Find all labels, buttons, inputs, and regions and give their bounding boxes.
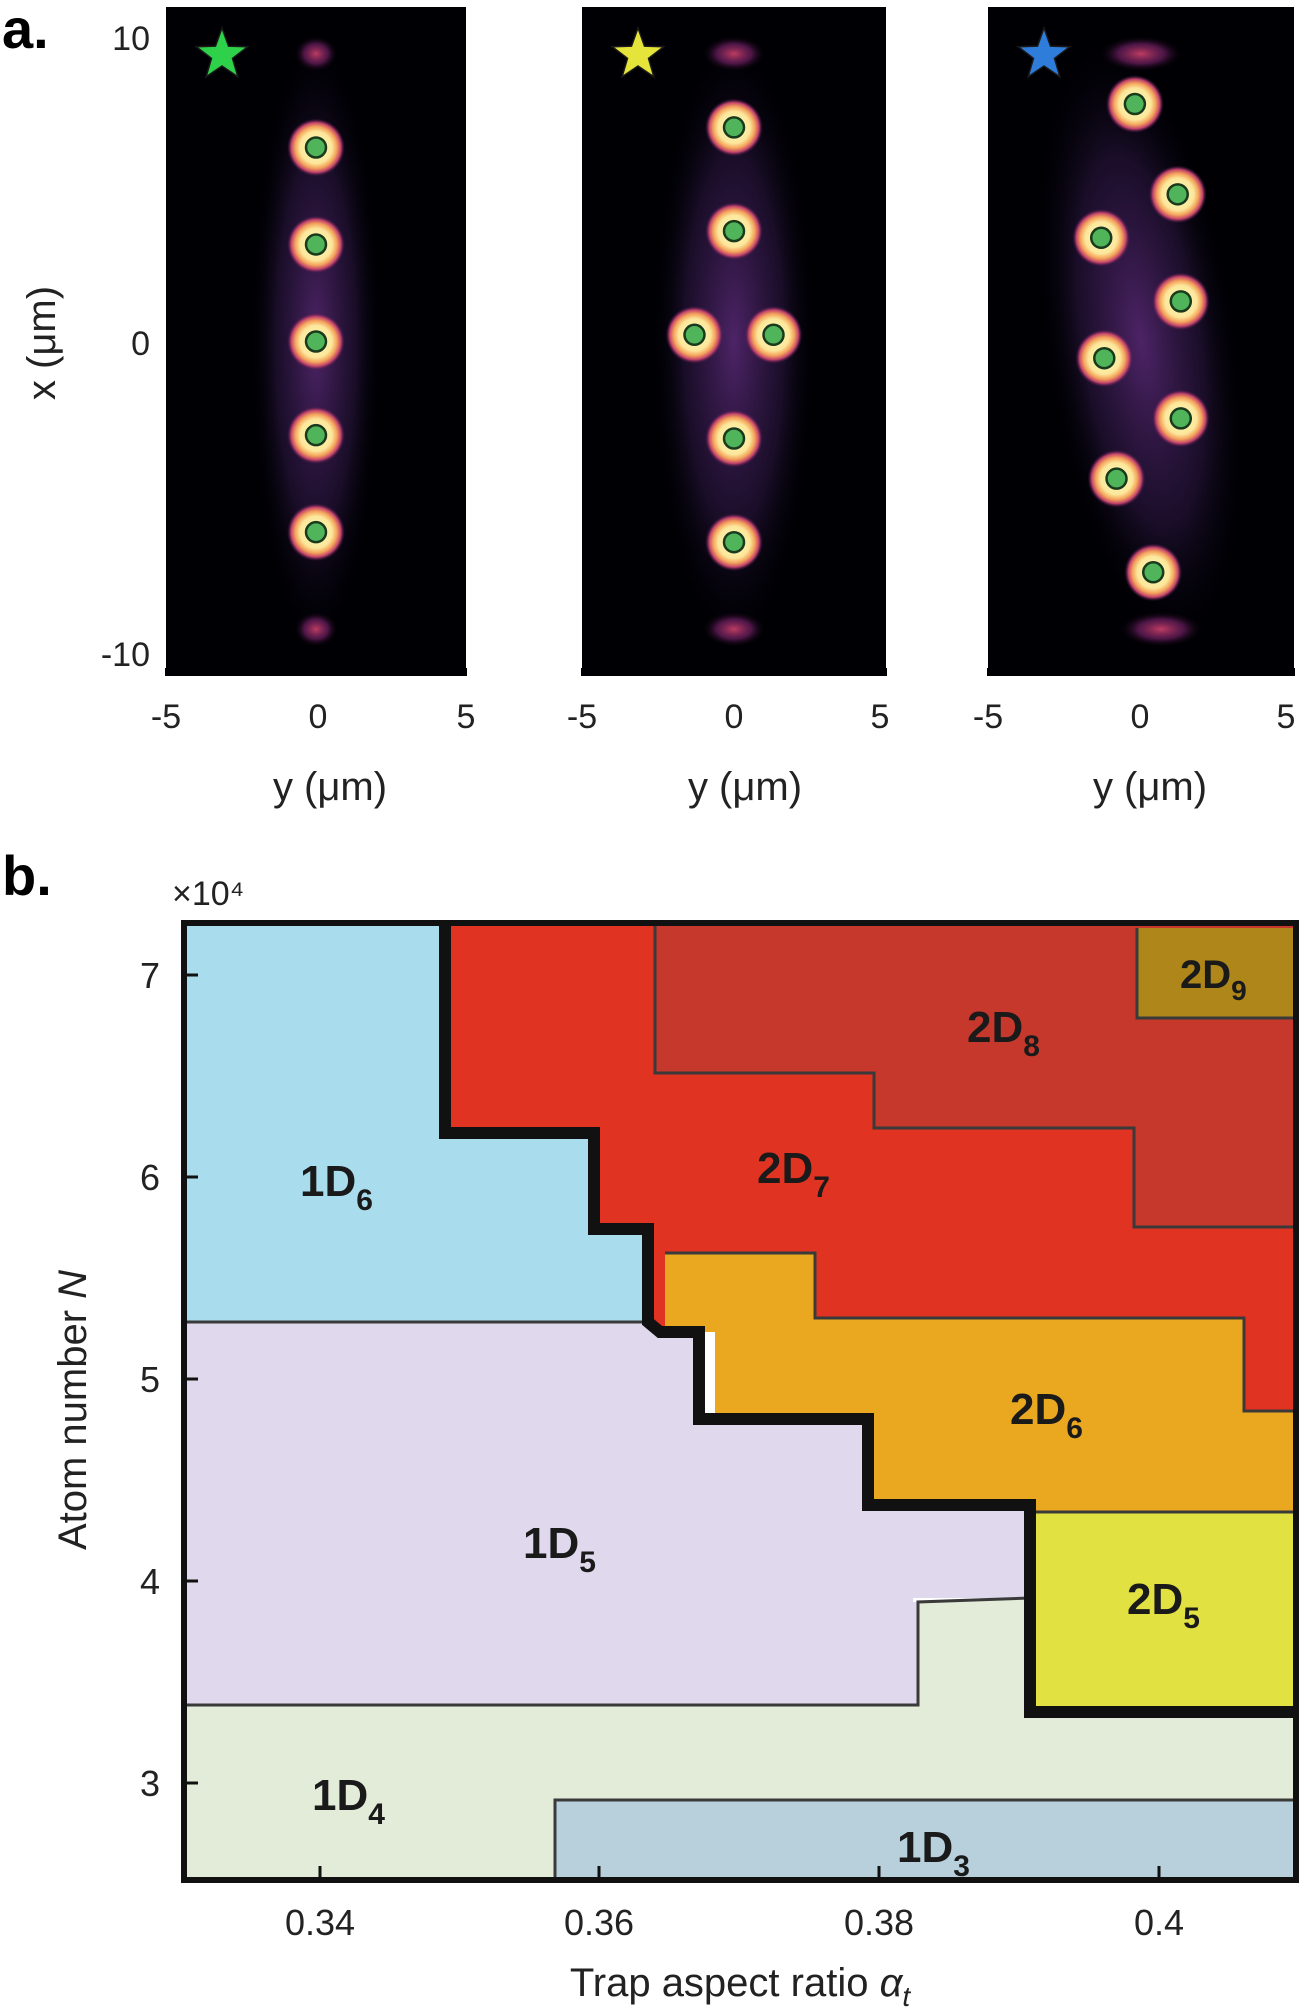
- y-tick-label: 3: [140, 1763, 160, 1804]
- region-label: 2D8: [967, 1003, 1040, 1063]
- x-tick-label: 0.34: [285, 1902, 355, 1943]
- region-fills: [184, 923, 1296, 1880]
- faint-lobe: [1099, 35, 1183, 72]
- droplet-marker: [1105, 467, 1128, 490]
- y-tick-label: -5: [973, 698, 1003, 736]
- droplet-marker: [1089, 226, 1113, 250]
- y-tick-label: 5: [1277, 698, 1296, 736]
- y-axis-label: y (μm): [273, 765, 387, 809]
- droplet-marker: [304, 520, 328, 544]
- region-1D6: [184, 923, 648, 1322]
- x-tick-label: 10: [112, 20, 150, 58]
- region-2D5: [1030, 1512, 1296, 1712]
- subplot-3-xaxis: -5 0 5 y (μm): [973, 698, 1296, 809]
- droplet-marker: [762, 323, 785, 347]
- x-tick-label: 0.4: [1134, 1902, 1184, 1943]
- density-subplot-3: [987, 7, 1295, 676]
- droplet-marker: [722, 219, 746, 243]
- region-1D4: [184, 1598, 1296, 1880]
- region-label: 2D5: [1127, 1575, 1200, 1635]
- droplet-marker: [304, 423, 328, 447]
- y-tick-label: -5: [151, 698, 181, 736]
- panel-a-label: a.: [2, 0, 49, 60]
- y-tick-label: -5: [567, 698, 597, 736]
- panel-a: [165, 7, 1295, 676]
- y-tick-label: 4: [140, 1561, 160, 1602]
- y-scale-exponent: ×10⁴: [172, 875, 244, 913]
- y-axis-label: y (μm): [1093, 765, 1207, 809]
- region-label: 1D6: [300, 1157, 373, 1217]
- tick-marks: [184, 973, 1161, 1880]
- x-tick-labels: 0.34 0.36 0.38 0.4: [285, 1902, 1184, 1943]
- region-label: 1D5: [523, 1519, 596, 1579]
- droplet-marker: [722, 530, 746, 554]
- faint-lobe: [702, 35, 766, 72]
- x-tick-label: 0: [131, 325, 150, 363]
- region-label: 2D9: [1180, 953, 1247, 1006]
- droplet-marker: [1093, 346, 1116, 370]
- region-2D7: [445, 923, 1296, 1411]
- subplot-1-xaxis: -5 0 5 y (μm): [151, 698, 476, 809]
- droplet-marker: [1166, 183, 1189, 206]
- region-2D6: [665, 1253, 1296, 1512]
- density-subplot-1: [165, 7, 467, 676]
- star-icon: [194, 25, 250, 79]
- y-tick-label: 0: [309, 698, 328, 736]
- droplet-marker: [1169, 290, 1193, 313]
- y-tick-label: 5: [871, 698, 890, 736]
- region-label: 1D3: [897, 1823, 970, 1883]
- y-axis-label: Atom number N: [51, 1270, 95, 1550]
- y-tick-label: 6: [140, 1157, 160, 1198]
- cloud-halo: [651, 33, 817, 650]
- region-1D5: [184, 1322, 1030, 1705]
- x-axis-label: Trap aspect ratio αt: [570, 1961, 912, 2012]
- thin-boundaries: [184, 923, 1296, 1880]
- droplet-marker: [1123, 92, 1147, 116]
- region-label: 2D7: [757, 1144, 830, 1204]
- droplet-marker: [683, 323, 706, 347]
- droplet-marker: [304, 136, 328, 159]
- y-tick-label: 5: [457, 698, 476, 736]
- faint-lobe: [294, 611, 338, 648]
- y-tick-label: 0: [1131, 698, 1150, 736]
- droplet-marker: [1141, 561, 1165, 584]
- region-labels: 1D6 1D5 1D4 1D3 2D5 2D6 2D7 2D8 2D9: [300, 953, 1247, 1883]
- x-tick-label: 0.36: [564, 1902, 634, 1943]
- density-subplot-2: [581, 7, 887, 676]
- y-tick-label: 0: [725, 698, 744, 736]
- droplet-marker: [722, 427, 746, 450]
- droplet-marker: [304, 233, 328, 256]
- droplet-marker: [722, 116, 746, 139]
- panel-b-plot: [181, 920, 1299, 1883]
- x-tick-label: -10: [101, 636, 150, 674]
- panel-b-label: b.: [2, 844, 52, 907]
- region-2D9: [1137, 928, 1296, 1018]
- region-label: 1D4: [312, 1771, 385, 1831]
- star-icon: [1016, 25, 1072, 79]
- subplot-2-xaxis: -5 0 5 y (μm): [567, 698, 890, 809]
- region-1D3: [555, 1800, 1296, 1880]
- star-icon: [610, 25, 666, 79]
- axes-frame: [181, 920, 1299, 1883]
- y-tick-label: 7: [140, 955, 160, 996]
- x-axis-label: x (μm): [20, 286, 64, 400]
- x-tick-label: 0.38: [844, 1902, 914, 1943]
- droplet-marker: [304, 330, 328, 353]
- y-tick-labels: 7 6 5 4 3: [140, 955, 160, 1804]
- region-label: 2D6: [1010, 1385, 1083, 1445]
- y-axis-label: y (μm): [688, 765, 802, 809]
- dimensional-boundary: [439, 923, 1296, 1718]
- faint-lobe: [702, 611, 766, 648]
- faint-lobe: [294, 35, 338, 72]
- y-tick-label: 5: [140, 1359, 160, 1400]
- faint-lobe: [1119, 611, 1203, 648]
- droplet-marker: [1169, 407, 1193, 430]
